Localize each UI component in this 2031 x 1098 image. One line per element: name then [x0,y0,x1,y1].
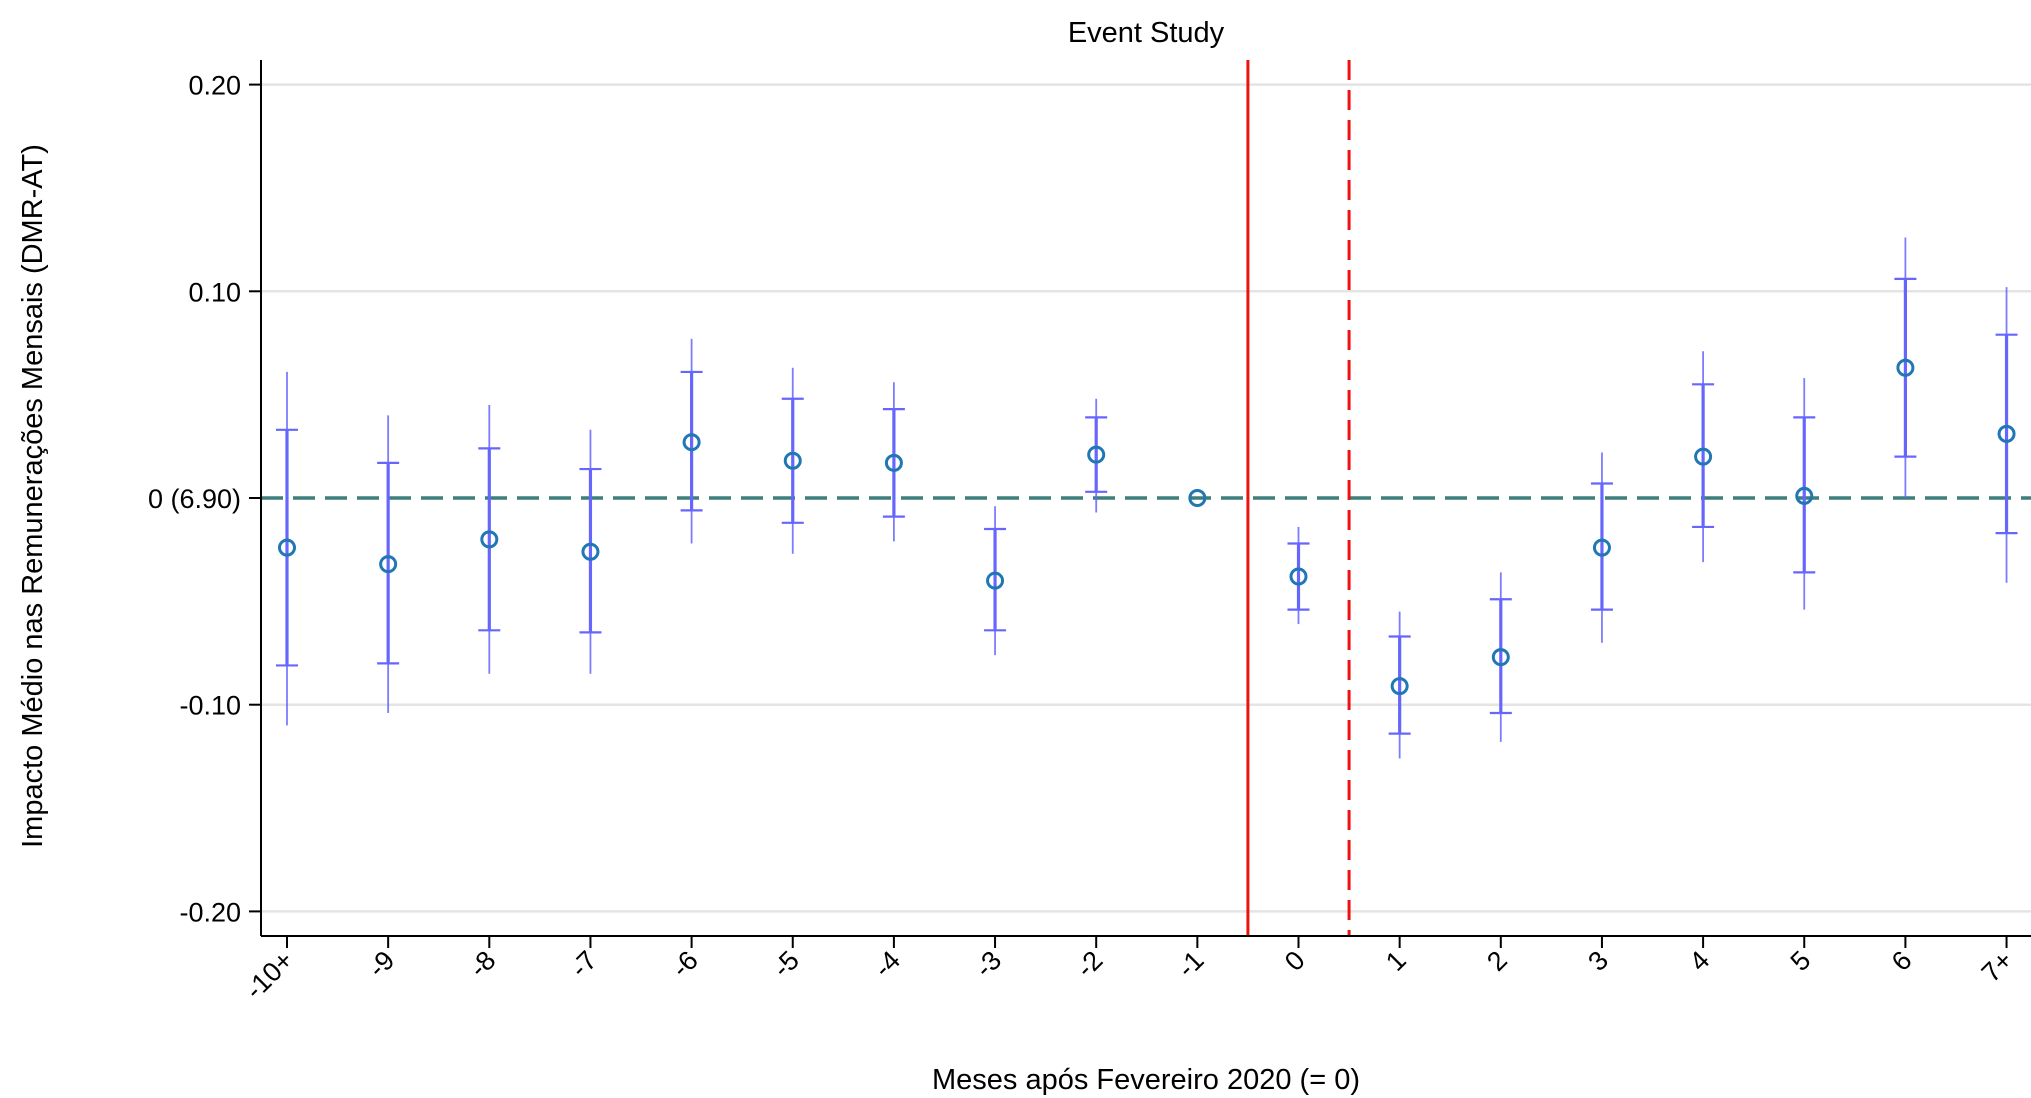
x-tick-label: 4 [1684,945,1716,977]
estimate-marker [986,571,1005,590]
x-axis-label: Meses após Fevereiro 2020 (= 0) [932,1064,1360,1096]
x-tick-label: 3 [1582,945,1614,977]
y-tick-label: 0 (6.90) [148,484,241,514]
x-tick-label: 7+ [1976,945,2019,988]
estimate-marker [1289,567,1308,586]
x-tick-label: -9 [362,945,400,983]
x-tick-label: 1 [1380,945,1412,977]
estimate-marker [1592,538,1611,557]
estimate-marker [379,555,398,574]
estimate-marker [783,451,802,470]
x-tick-label: 5 [1785,945,1817,977]
estimate-marker [1390,677,1409,696]
estimate-marker [682,433,701,452]
x-tick-label: -3 [969,945,1007,983]
x-tick-label: 0 [1279,945,1311,977]
estimate-marker [581,542,600,561]
y-tick-label: -0.20 [179,897,241,927]
estimate-marker [480,530,499,549]
y-tick-label: -0.10 [179,691,241,721]
confidence-intervals [276,237,2018,759]
y-axis-ticks: 0.20 0.10 0 (6.90) -0.10 -0.20 [148,71,261,927]
x-axis-ticks: -10+ -9 -8 -7 -6 -5 -4 -3 -2 -1 0 1 2 3 4 5 6 7+ [239,936,2019,1005]
estimate-marker [1694,447,1713,466]
estimate-marker [1087,445,1106,464]
estimate-marker [278,538,296,557]
event-lines [1246,60,1351,936]
estimate-marker [1795,486,1814,505]
x-tick-label: -6 [666,945,704,983]
x-tick-label: -8 [463,945,501,983]
y-axis-label: Impacto Médio nas Remunerações Mensais (… [17,144,49,848]
point-estimates [278,358,2016,696]
x-tick-label: -4 [868,945,906,983]
x-tick-label: -2 [1070,945,1108,983]
x-tick-label: -7 [564,945,602,983]
y-tick-label: 0.10 [188,277,241,307]
x-tick-label: 6 [1886,945,1918,977]
y-tick-label: 0.20 [188,71,241,101]
estimate-marker [1896,358,1915,377]
x-tick-label: -5 [767,945,805,983]
x-tick-label: -10+ [239,945,299,1005]
gridlines [261,83,2031,913]
x-tick-label: -1 [1171,945,1209,983]
estimate-marker [1491,648,1510,667]
chart-title: Event Study [1068,17,1225,49]
estimate-marker [884,453,903,472]
estimate-marker [1997,424,2016,443]
estimate-marker [1188,489,1207,507]
x-tick-label: 2 [1481,945,1513,977]
